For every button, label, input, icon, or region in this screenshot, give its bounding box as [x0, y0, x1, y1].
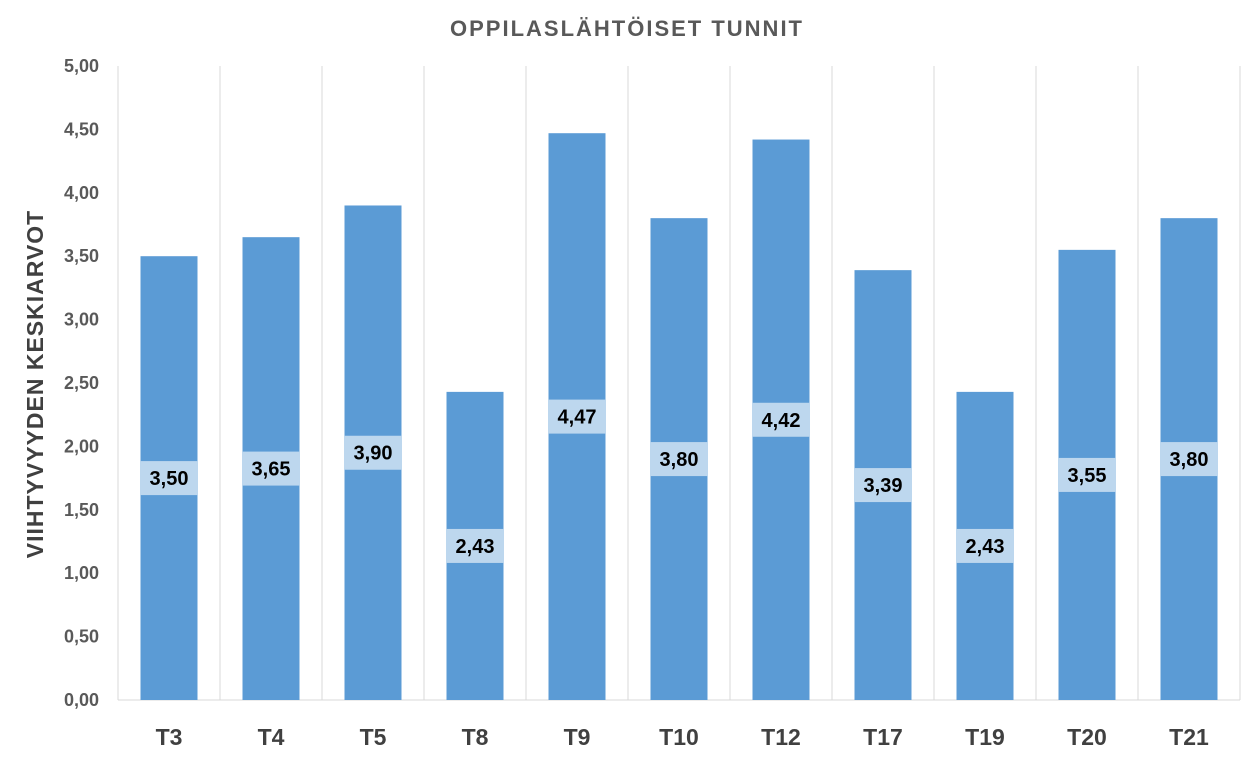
y-axis-label: VIIHTYVYYDEN KESKIARVOT [22, 210, 48, 558]
x-tick-label: T5 [360, 724, 387, 750]
data-label-box [1058, 457, 1116, 492]
x-tick-label: T17 [863, 724, 903, 750]
data-label-box [140, 461, 198, 496]
data-label: 3,55 [1068, 465, 1107, 487]
data-label-box [1160, 442, 1218, 477]
x-tick-label: T20 [1067, 724, 1107, 750]
y-tick-label: 0,00 [64, 690, 99, 710]
data-label-box [752, 402, 810, 437]
data-label: 2,43 [456, 536, 495, 558]
x-tick-label: T10 [659, 724, 699, 750]
chart-title: OPPILASLÄHTÖISET TUNNIT [450, 16, 804, 41]
data-label-box [446, 528, 504, 563]
data-label: 2,43 [966, 536, 1005, 558]
x-tick-label: T8 [462, 724, 489, 750]
y-tick-label: 2,00 [64, 436, 99, 456]
data-label-box [650, 442, 708, 477]
x-tick-label: T3 [156, 724, 183, 750]
data-label: 3,50 [150, 468, 189, 490]
y-tick-label: 1,00 [64, 563, 99, 583]
y-tick-label: 2,50 [64, 373, 99, 393]
x-tick-label: T21 [1169, 724, 1209, 750]
data-label: 3,65 [252, 459, 291, 481]
x-axis-ticks: T3 T4 T5 T8 T9 T10 T12 T17 T19 T20 T21 [156, 724, 1209, 750]
data-label: 3,80 [1170, 449, 1209, 471]
data-label: 3,90 [354, 443, 393, 465]
data-label: 4,42 [762, 410, 801, 432]
data-label-box [548, 399, 606, 434]
x-tick-label: T19 [965, 724, 1005, 750]
data-label-box [344, 435, 402, 470]
x-tick-label: T4 [258, 724, 285, 750]
data-label-box [854, 468, 912, 503]
y-tick-label: 3,00 [64, 310, 99, 330]
data-label: 4,47 [558, 407, 597, 429]
data-label: 3,80 [660, 449, 699, 471]
y-tick-label: 4,50 [64, 119, 99, 139]
y-tick-label: 3,50 [64, 246, 99, 266]
data-label-box [956, 528, 1014, 563]
y-tick-label: 0,50 [64, 627, 99, 647]
y-tick-label: 4,00 [64, 183, 99, 203]
data-labels: 3,50 3,65 3,90 2,43 4,47 3,80 4,42 3,39 2,43 3,55… [140, 399, 1218, 563]
y-axis-ticks: 0,00 0,50 1,00 1,50 2,00 2,50 3,00 3,50 4,00 4,50… [64, 56, 99, 710]
data-label: 3,39 [864, 475, 903, 497]
data-label-box [242, 451, 300, 486]
y-tick-label: 1,50 [64, 500, 99, 520]
x-tick-label: T9 [564, 724, 591, 750]
x-tick-label: T12 [761, 724, 801, 750]
y-tick-label: 5,00 [64, 56, 99, 76]
bar-layer [140, 133, 1218, 701]
